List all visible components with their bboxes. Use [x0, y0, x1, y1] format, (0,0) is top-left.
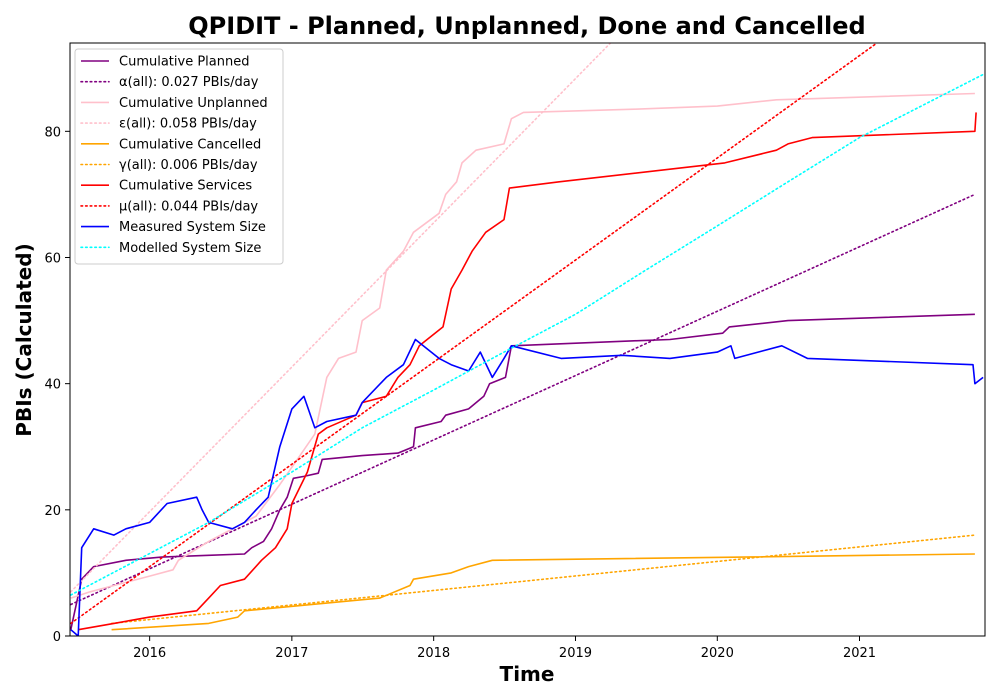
legend-frame: [74, 48, 284, 265]
x-tick-label: 2016: [133, 646, 166, 661]
series-line-all-0-044-pbis-day: [70, 43, 878, 625]
legend-entry: Cumulative Cancelled: [119, 137, 261, 152]
series-line-all-0-027-pbis-day: [70, 193, 976, 606]
legend-entry: Cumulative Services: [119, 179, 252, 194]
legend-entry: Measured System Size: [119, 220, 266, 235]
y-axis-title: PBIs (Calculated): [12, 243, 36, 436]
x-tick-label: 2018: [417, 646, 450, 661]
legend-entry: Cumulative Planned: [119, 55, 249, 70]
chart-title: QPIDIT - Planned, Unplanned, Done and Ca…: [188, 12, 865, 40]
legend: Cumulative Planned α(all): 0.027 PBIs/day…: [74, 48, 284, 265]
series-line-modelled-system-size: [70, 73, 984, 596]
y-tick-label: 0: [53, 630, 61, 645]
series-line-measured-system-size: [70, 338, 984, 636]
x-tick-label: 2019: [559, 646, 592, 661]
legend-entry: ε(all): 0.058 PBIs/day: [119, 117, 257, 132]
x-axis: 2016 2017 2018 2019 2020 2021: [133, 636, 876, 661]
legend-entry: Modelled System Size: [119, 241, 261, 256]
y-tick-label: 80: [44, 125, 61, 140]
y-axis: 0 20 40 60 80: [44, 125, 70, 645]
legend-entry: γ(all): 0.006 PBIs/day: [119, 158, 258, 173]
legend-entry: α(all): 0.027 PBIs/day: [119, 75, 259, 90]
x-tick-label: 2021: [843, 646, 876, 661]
legend-entry: μ(all): 0.044 PBIs/day: [119, 199, 258, 214]
x-tick-label: 2017: [275, 646, 308, 661]
series-line-cumulative-services: [78, 112, 977, 631]
series-line-all-0-058-pbis-day: [70, 43, 612, 593]
y-tick-label: 20: [44, 504, 61, 519]
series-line-cumulative-unplanned: [70, 92, 975, 599]
series-line-all-0-006-pbis-day: [110, 534, 976, 625]
y-tick-label: 40: [44, 378, 61, 393]
plot-frame: [69, 42, 986, 637]
series-line-cumulative-cancelled: [111, 553, 975, 631]
series-layer: [70, 43, 984, 636]
series-line-cumulative-planned: [70, 313, 975, 630]
y-tick-label: 60: [44, 251, 61, 266]
x-tick-label: 2020: [701, 646, 734, 661]
legend-entry: Cumulative Unplanned: [119, 96, 268, 111]
x-axis-title: Time: [500, 662, 555, 686]
